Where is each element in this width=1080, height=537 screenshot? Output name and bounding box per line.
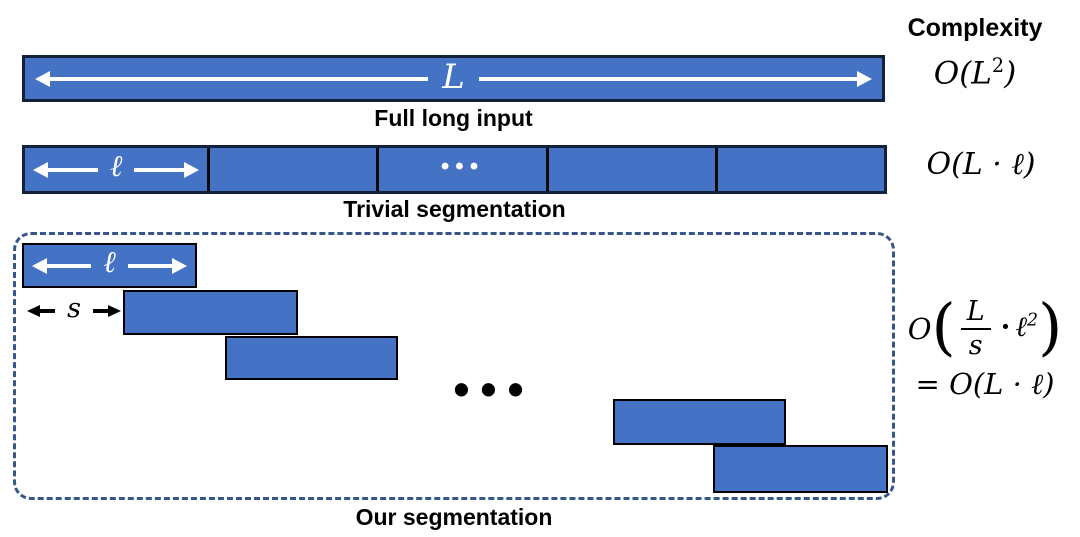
multiply-dot: · bbox=[1000, 309, 1011, 343]
arrowhead-right-icon bbox=[172, 257, 187, 274]
segment-length-label: ℓ bbox=[103, 244, 116, 280]
trivial-segmentation-bar: ℓ ••• bbox=[22, 145, 887, 194]
formula-body: (L · ℓ) bbox=[951, 147, 1036, 182]
arrow-line bbox=[134, 167, 185, 172]
arrow-line bbox=[127, 263, 172, 268]
ell-symbol: ℓ bbox=[1015, 310, 1028, 343]
arrowhead-left-icon bbox=[33, 161, 48, 178]
bar-segment-3: ••• bbox=[376, 148, 545, 191]
stride-s-indicator: s bbox=[27, 293, 121, 326]
stride-s-label: s bbox=[67, 293, 81, 324]
arrow-line bbox=[50, 76, 429, 81]
arrow-line bbox=[478, 76, 858, 81]
formula-open: ( bbox=[959, 55, 972, 92]
big-o: O bbox=[949, 367, 973, 401]
arrow-line bbox=[40, 309, 55, 313]
segment-length-label: ℓ bbox=[109, 148, 123, 184]
arrowhead-right-icon bbox=[184, 161, 200, 178]
big-o: O bbox=[926, 147, 952, 182]
full-input-bar: L bbox=[22, 55, 885, 102]
formula-body: (L · ℓ) bbox=[972, 367, 1055, 401]
complexity-our-formula: O ( L s · ℓ2 ) = O(L · ℓ) bbox=[890, 290, 1080, 402]
big-close-paren: ) bbox=[1038, 290, 1063, 363]
our-segmentation-caption: Our segmentation bbox=[355, 504, 553, 530]
overlap-segment-rect-3 bbox=[225, 336, 398, 380]
formula-var: ℓ2 bbox=[1015, 310, 1038, 344]
formula-exponent: 2 bbox=[1027, 310, 1039, 331]
big-o: O bbox=[907, 312, 932, 346]
fraction-numerator: L bbox=[960, 297, 991, 330]
complexity-trivial-formula: O(L · ℓ) bbox=[896, 147, 1066, 182]
arrowhead-right-icon bbox=[857, 70, 873, 87]
formula-close: ) bbox=[1004, 55, 1017, 92]
equals-sign: = bbox=[915, 367, 950, 401]
bar-segment-2 bbox=[207, 148, 376, 191]
full-input-caption: Full long input bbox=[374, 105, 533, 131]
complexity-full-formula: O(L2) bbox=[900, 54, 1050, 91]
complexity-column-header: Complexity bbox=[907, 14, 1043, 42]
ellipsis-dots-large: ••• bbox=[453, 363, 535, 415]
length-L-double-arrow: L bbox=[35, 56, 873, 98]
big-o: O bbox=[933, 55, 960, 92]
bar-segment-5 bbox=[714, 148, 884, 191]
trivial-segmentation-caption: Trivial segmentation bbox=[343, 196, 566, 222]
segment-length-double-arrow: ℓ bbox=[32, 244, 187, 284]
arrowhead-left-icon bbox=[35, 70, 50, 87]
overlap-segment-rect-1: ℓ bbox=[22, 243, 197, 288]
our-segmentation-dashed-box bbox=[13, 232, 895, 500]
overlap-segment-rect-4 bbox=[613, 399, 786, 445]
our-formula-line2: = O(L · ℓ) bbox=[916, 367, 1055, 402]
ellipsis-dots: ••• bbox=[440, 152, 485, 180]
length-L-label: L bbox=[442, 56, 465, 97]
big-open-paren: ( bbox=[931, 290, 956, 363]
segment-length-double-arrow: ℓ bbox=[33, 148, 200, 188]
arrow-line bbox=[92, 309, 108, 313]
fraction-L-over-s: L s bbox=[960, 297, 991, 361]
stride-arrow-right bbox=[92, 305, 121, 317]
fraction-denominator: s bbox=[968, 330, 983, 361]
formula-exponent: 2 bbox=[991, 54, 1005, 77]
overlap-segment-rect-5 bbox=[713, 445, 888, 493]
stride-arrow-left bbox=[27, 305, 55, 317]
arrow-line bbox=[48, 167, 98, 172]
our-formula-line1: O ( L s · ℓ2 ) bbox=[907, 290, 1063, 364]
overlap-segment-rect-2 bbox=[123, 290, 298, 335]
arrowhead-right-icon bbox=[107, 305, 121, 317]
arrowhead-left-icon bbox=[32, 257, 47, 274]
bar-segment-4 bbox=[545, 148, 715, 191]
arrow-line bbox=[47, 263, 92, 268]
arrowhead-left-icon bbox=[27, 305, 40, 317]
bar-segment-1: ℓ bbox=[25, 148, 207, 191]
formula-var: L bbox=[971, 55, 992, 92]
